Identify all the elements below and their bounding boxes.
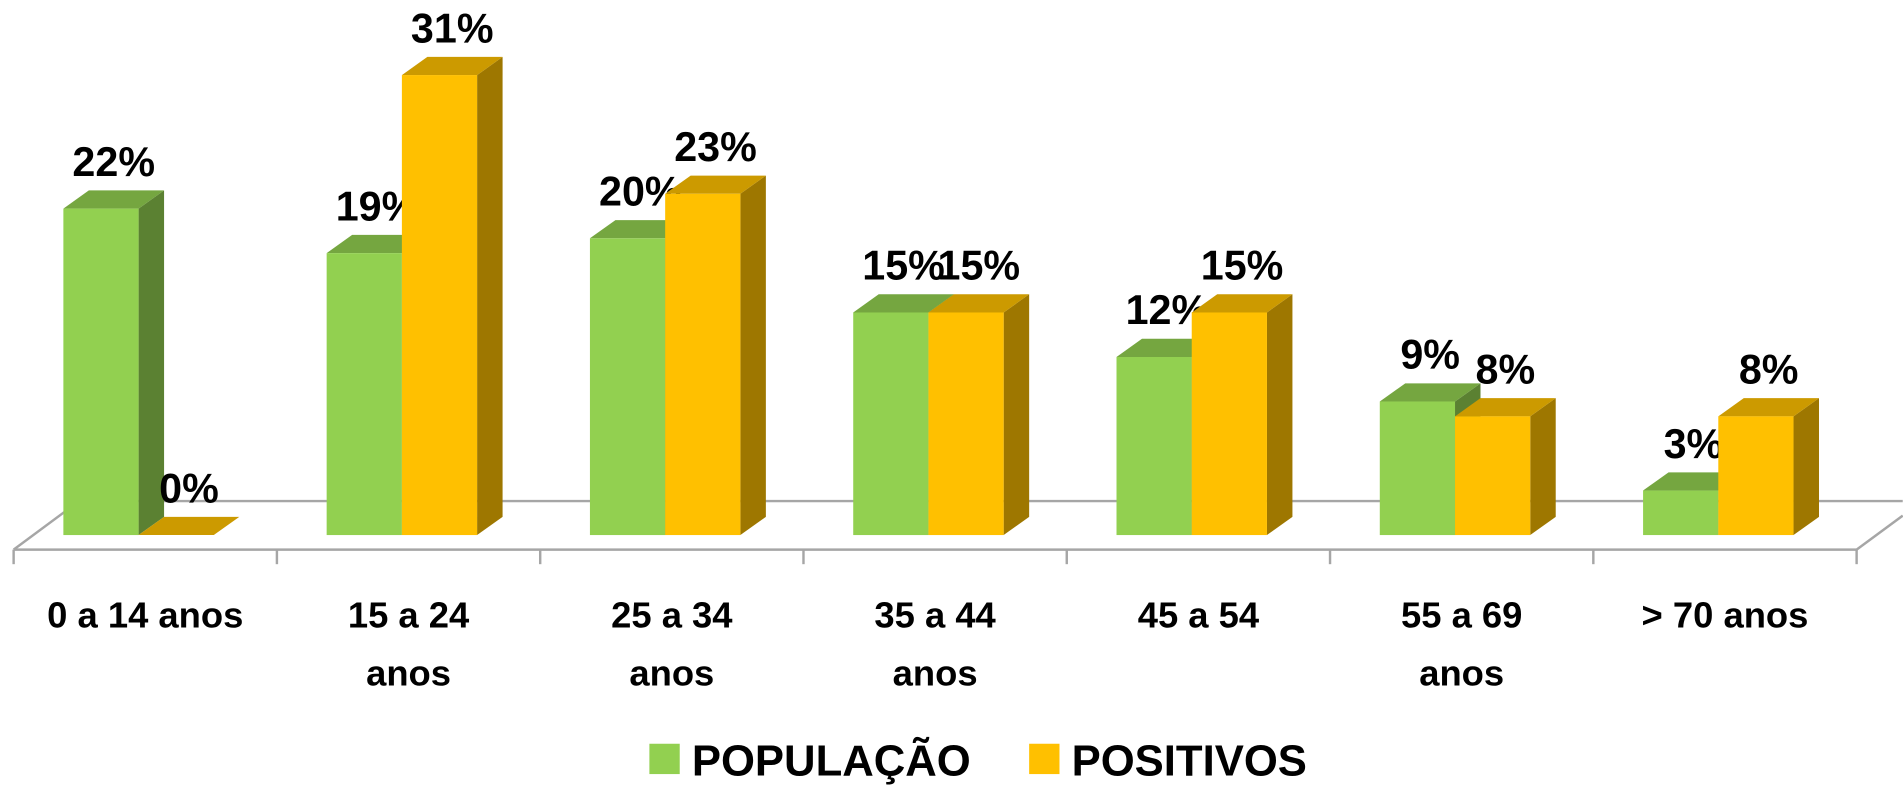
x-tick-label-line: 35 a 44 bbox=[874, 594, 996, 635]
bar-top bbox=[401, 56, 503, 76]
bar-top bbox=[138, 516, 240, 536]
bar-top bbox=[63, 190, 165, 209]
bar bbox=[401, 56, 503, 536]
bar-side bbox=[1003, 294, 1030, 536]
x-tick-label-line: anos bbox=[893, 653, 978, 694]
legend-swatch bbox=[1029, 743, 1060, 775]
bar-front bbox=[665, 193, 741, 536]
bar-front bbox=[928, 312, 1004, 536]
bar bbox=[665, 175, 766, 536]
x-tick-label-line: anos bbox=[629, 653, 714, 694]
legend-label: POSITIVOS bbox=[1072, 736, 1307, 785]
bar-front bbox=[1718, 416, 1794, 536]
bar-side bbox=[740, 175, 766, 536]
bar bbox=[928, 294, 1030, 536]
x-tick-label-line: anos bbox=[366, 653, 451, 694]
value-label: 3% bbox=[1664, 421, 1724, 467]
bar-top bbox=[1379, 383, 1481, 402]
bar-front bbox=[1455, 416, 1531, 536]
bar-front bbox=[63, 208, 139, 536]
bar bbox=[138, 516, 240, 536]
bar-front bbox=[401, 75, 478, 536]
x-tick-label-line: 45 a 54 bbox=[1138, 594, 1260, 635]
bar-side bbox=[1530, 398, 1556, 536]
legend-swatch bbox=[649, 743, 680, 775]
x-tick-label-line: 25 a 34 bbox=[611, 594, 733, 635]
value-label: 0% bbox=[159, 465, 219, 511]
bar bbox=[1191, 294, 1293, 536]
x-tick-label: 45 a 54 bbox=[1138, 594, 1260, 635]
bar-front bbox=[1116, 356, 1192, 536]
legend-label: POPULAÇÃO bbox=[692, 735, 971, 785]
bar-side bbox=[138, 190, 165, 536]
value-label: 8% bbox=[1476, 347, 1536, 393]
bar-side bbox=[477, 56, 503, 536]
x-tick-label-line: 0 a 14 anos bbox=[47, 594, 243, 635]
bar-top bbox=[665, 175, 766, 194]
bar-front bbox=[589, 238, 666, 536]
bar bbox=[1455, 398, 1556, 536]
x-tick-label: 0 a 14 anos bbox=[47, 594, 243, 635]
x-tick-label: 55 a 69 anos bbox=[1401, 594, 1522, 693]
bar-front bbox=[1643, 490, 1719, 536]
value-label: 15% bbox=[862, 243, 945, 289]
x-tick-label-line: 15 a 24 bbox=[348, 594, 470, 635]
value-label: 8% bbox=[1739, 347, 1799, 393]
bar-top bbox=[1191, 294, 1293, 313]
value-label: 22% bbox=[72, 139, 155, 185]
x-tick-label-line: > 70 anos bbox=[1642, 594, 1809, 635]
bar-front bbox=[326, 253, 402, 536]
x-tick-label: 35 a 44 anos bbox=[874, 594, 996, 693]
x-tick-label-line: anos bbox=[1419, 653, 1504, 694]
bar-front bbox=[1191, 312, 1267, 536]
value-label: 15% bbox=[938, 243, 1021, 289]
value-label: 15% bbox=[1201, 243, 1284, 289]
x-tick-label: 15 a 24 anos bbox=[348, 594, 470, 693]
value-label: 9% bbox=[1400, 332, 1460, 378]
x-tick-label-line: 55 a 69 bbox=[1401, 594, 1522, 635]
bar-top bbox=[1455, 398, 1556, 417]
bar bbox=[63, 190, 165, 536]
x-tick-label: 25 a 34 anos bbox=[611, 594, 733, 693]
bar-side bbox=[1793, 398, 1820, 536]
bar-side bbox=[1266, 294, 1293, 536]
bar-front bbox=[1379, 401, 1456, 536]
x-tick-label: > 70 anos bbox=[1642, 594, 1809, 635]
value-label: 31% bbox=[411, 5, 494, 51]
value-label: 23% bbox=[674, 124, 757, 170]
bar bbox=[1718, 398, 1820, 536]
bar-top bbox=[853, 294, 954, 313]
bar-top bbox=[928, 294, 1030, 313]
bar-top bbox=[1718, 398, 1820, 417]
bar-front bbox=[853, 312, 929, 536]
